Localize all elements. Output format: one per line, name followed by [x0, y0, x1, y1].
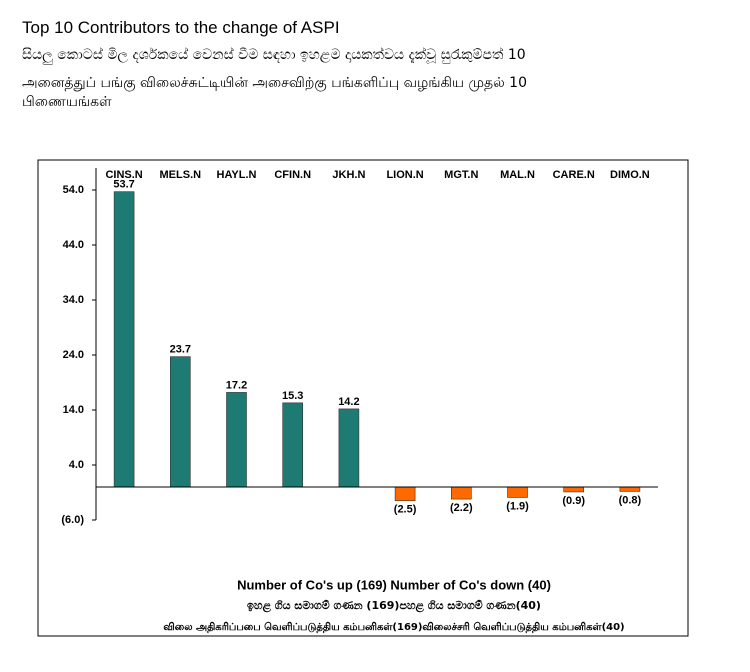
footer: விலை அதிகரிப்பபை வெளிப்படுத்திய கம்பனிகள… [163, 621, 624, 633]
footer: ඉහළ ගිය සමාගම් ගණන (169)පහළ ගිය සමාගම් ග… [247, 599, 541, 614]
subtitle: பிணையங்கள் [22, 94, 112, 110]
data-label: 15.3 [282, 390, 303, 402]
x-tick-label: JKH.N [332, 169, 365, 181]
y-tick-label: 14.0 [63, 404, 84, 416]
data-label: 53.7 [113, 179, 134, 191]
bar [507, 486, 528, 498]
title: Top 10 Contributors to the change of ASP… [22, 18, 340, 37]
x-tick-label: MELS.N [160, 169, 202, 181]
bar [450, 486, 472, 500]
subtitle: සියලු කොටස් මිල දර්ශකයේ වෙනස් වීම සඳහා ඉ… [22, 47, 526, 63]
bar [226, 392, 247, 488]
chart-frame [37, 159, 689, 637]
bar [394, 486, 416, 502]
x-tick-label: DIMO.N [610, 169, 650, 181]
bar [170, 356, 191, 488]
bar [338, 408, 360, 488]
x-tick-label: LION.N [386, 169, 423, 181]
data-label: 14.2 [338, 396, 359, 408]
y-tick-label: 34.0 [63, 294, 84, 306]
x-tick-label: CARE.N [553, 169, 595, 181]
bar [113, 191, 135, 488]
data-label: (1.9) [506, 500, 529, 512]
bar [619, 486, 641, 492]
subtitle: அனைத்துப் பங்கு விலைச்சுட்டியின் அசைவிற்… [22, 75, 527, 91]
bar [282, 402, 304, 488]
y-tick-label: 24.0 [63, 349, 84, 361]
y-tick-label: 54.0 [63, 184, 84, 196]
x-tick-label: CINS.N [105, 169, 142, 181]
x-tick-label: MGT.N [444, 169, 478, 181]
data-label: (0.8) [619, 494, 642, 506]
y-tick-label: (6.0) [61, 514, 84, 526]
data-label: 23.7 [170, 344, 191, 356]
footer: Number of Co's up (169) Number of Co's d… [237, 577, 551, 592]
data-label: 17.2 [226, 379, 247, 391]
data-label: (2.5) [394, 504, 417, 516]
bar [563, 486, 585, 493]
x-tick-label: MAL.N [500, 169, 535, 181]
y-tick-label: 44.0 [63, 239, 84, 251]
y-tick-label: 4.0 [69, 459, 84, 471]
data-label: (2.2) [450, 502, 473, 514]
x-tick-label: CFIN.N [274, 169, 311, 181]
x-tick-label: HAYL.N [217, 169, 257, 181]
data-label: (0.9) [562, 495, 585, 507]
